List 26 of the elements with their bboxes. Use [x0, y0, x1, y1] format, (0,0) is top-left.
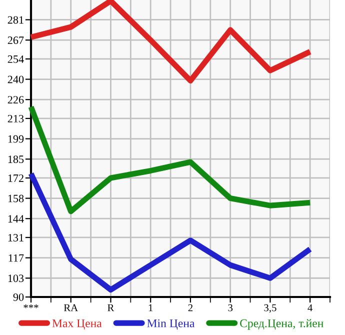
- x-tick-label: RA: [64, 304, 78, 312]
- y-tick-label: 144: [8, 215, 24, 222]
- x-tick-label: 1: [148, 304, 153, 312]
- y-tick-label: 90: [13, 293, 24, 301]
- y-tick-label: 117: [8, 254, 24, 262]
- x-tick-label: R: [108, 304, 114, 312]
- y-tick-label: 185: [8, 156, 24, 164]
- x-tick-label: 3: [228, 304, 233, 312]
- y-tick-label: 240: [8, 76, 24, 84]
- legend-label: Max Цена: [52, 319, 102, 330]
- y-tick-label: 172: [8, 174, 24, 182]
- y-tick-label: 281: [8, 16, 24, 24]
- y-tick-label: 131: [8, 234, 24, 242]
- y-tick-label: 103: [8, 274, 24, 282]
- x-tick-label: ***: [24, 304, 38, 308]
- y-tick-label: 254: [8, 55, 24, 63]
- x-tick-label: 3,5: [264, 304, 276, 313]
- y-tick-label: 158: [8, 194, 24, 202]
- legend-label: Сред.Цена, т.йен: [240, 319, 324, 330]
- x-tick-label: 4: [308, 304, 313, 312]
- y-tick-label: 199: [8, 135, 24, 143]
- y-tick-label: 226: [8, 96, 24, 104]
- y-tick-label: 213: [8, 114, 24, 122]
- x-tick-label: 2: [188, 304, 192, 312]
- legend-label: Min Цена: [147, 319, 195, 330]
- y-tick-label: 267: [8, 36, 24, 44]
